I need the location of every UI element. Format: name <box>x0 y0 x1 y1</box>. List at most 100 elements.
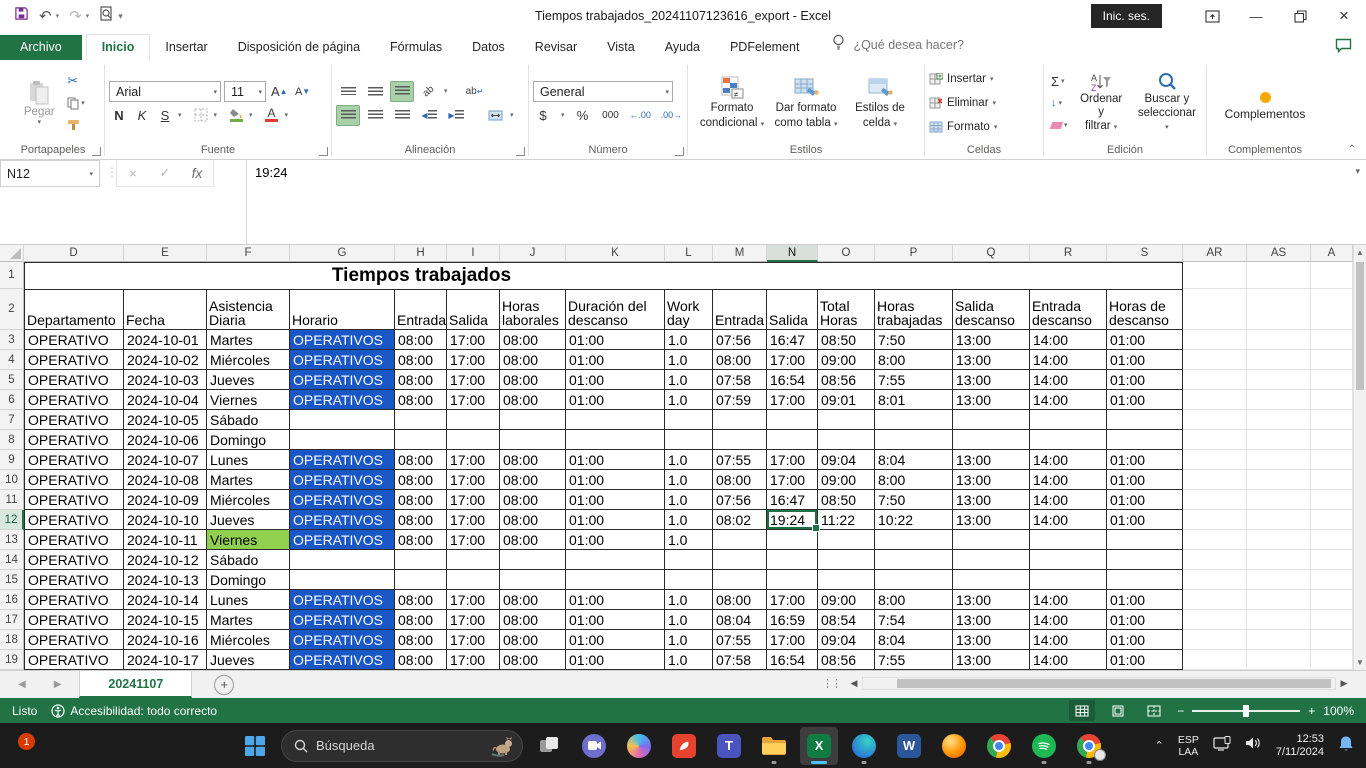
tab-split-handle[interactable]: ⋮⋮ <box>822 678 842 690</box>
cell-E18[interactable]: 2024-10-16 <box>124 630 207 650</box>
cell-J6[interactable]: 08:00 <box>500 390 566 410</box>
cell-N13[interactable] <box>767 530 818 550</box>
cell-N7[interactable] <box>767 410 818 430</box>
cell-R19[interactable]: 14:00 <box>1030 650 1107 670</box>
cell-K14[interactable] <box>566 550 665 570</box>
accounting-dropdown-icon[interactable]: ▾ <box>561 112 565 119</box>
cell-E19[interactable]: 2024-10-17 <box>124 650 207 670</box>
row-header-16[interactable]: 16 <box>0 590 24 610</box>
cell-D10[interactable]: OPERATIVO <box>24 470 124 490</box>
format-as-table-button[interactable]: Dar formato como tabla ▾ <box>769 64 843 142</box>
cell-O17[interactable]: 08:54 <box>818 610 875 630</box>
cell-O13[interactable] <box>818 530 875 550</box>
cell-G12[interactable]: OPERATIVOS <box>290 510 395 530</box>
cell-S13[interactable] <box>1107 530 1183 550</box>
page-layout-view-button[interactable] <box>1105 700 1131 721</box>
cell-P13[interactable] <box>875 530 953 550</box>
font-dialog-launcher[interactable] <box>319 147 328 156</box>
cell-L14[interactable] <box>665 550 713 570</box>
addins-button[interactable]: Complementos <box>1224 106 1306 121</box>
cell-R5[interactable]: 14:00 <box>1030 370 1107 390</box>
cell-L5[interactable]: 1.0 <box>665 370 713 390</box>
cell-E4[interactable]: 2024-10-02 <box>124 350 207 370</box>
cell-D12[interactable]: OPERATIVO <box>24 510 124 530</box>
cell-H9[interactable]: 08:00 <box>395 450 447 470</box>
customize-qat-icon[interactable]: ▾ <box>118 10 123 21</box>
cell-F8[interactable]: Domingo <box>207 430 290 450</box>
cell-H17[interactable]: 08:00 <box>395 610 447 630</box>
cell-M17[interactable]: 08:04 <box>713 610 767 630</box>
cell-K10[interactable]: 01:00 <box>566 470 665 490</box>
formula-input[interactable]: 19:24 ▾ <box>255 165 1360 180</box>
cell-E15[interactable]: 2024-10-13 <box>124 570 207 590</box>
cell-G3[interactable]: OPERATIVOS <box>290 330 395 350</box>
increase-indent-button[interactable]: ▶ <box>444 105 468 126</box>
cell-L6[interactable]: 1.0 <box>665 390 713 410</box>
cell-P12[interactable]: 10:22 <box>875 510 953 530</box>
cell-S19[interactable]: 01:00 <box>1107 650 1183 670</box>
cell-L18[interactable]: 1.0 <box>665 630 713 650</box>
cell-I10[interactable]: 17:00 <box>447 470 500 490</box>
cell-J17[interactable]: 08:00 <box>500 610 566 630</box>
col-header-H[interactable]: H <box>395 245 447 262</box>
hscroll-left-icon[interactable]: ◀ <box>850 678 858 688</box>
cell-D16[interactable]: OPERATIVO <box>24 590 124 610</box>
cell-H14[interactable] <box>395 550 447 570</box>
save-icon[interactable] <box>14 6 29 26</box>
cell-G4[interactable]: OPERATIVOS <box>290 350 395 370</box>
cell-N14[interactable] <box>767 550 818 570</box>
cell-O7[interactable] <box>818 410 875 430</box>
cell-S7[interactable] <box>1107 410 1183 430</box>
align-left-button[interactable] <box>336 104 360 126</box>
fill-color-button[interactable] <box>226 105 246 125</box>
cell-F4[interactable]: Miércoles <box>207 350 290 370</box>
cell-Q15[interactable] <box>953 570 1030 590</box>
cell-J5[interactable]: 08:00 <box>500 370 566 390</box>
cell-J3[interactable]: 08:00 <box>500 330 566 350</box>
number-dialog-launcher[interactable] <box>675 147 684 156</box>
row-header-13[interactable]: 13 <box>0 530 24 550</box>
cell-D6[interactable]: OPERATIVO <box>24 390 124 410</box>
cell-F7[interactable]: Sábado <box>207 410 290 430</box>
cell-J18[interactable]: 08:00 <box>500 630 566 650</box>
spotify-button[interactable] <box>1025 727 1063 765</box>
bold-button[interactable]: N <box>114 107 124 123</box>
cell-G13[interactable]: OPERATIVOS <box>290 530 395 550</box>
tab-pdfelement[interactable]: PDFelement <box>729 40 800 54</box>
col-header-P[interactable]: P <box>875 245 953 262</box>
cell-S3[interactable]: 01:00 <box>1107 330 1183 350</box>
paste-dropdown-icon[interactable]: ▾ <box>37 119 41 126</box>
cell-I6[interactable]: 17:00 <box>447 390 500 410</box>
cell-E6[interactable]: 2024-10-04 <box>124 390 207 410</box>
cell-S9[interactable]: 01:00 <box>1107 450 1183 470</box>
minimize-button[interactable]: — <box>1249 8 1263 24</box>
cell-I5[interactable]: 17:00 <box>447 370 500 390</box>
row-header-17[interactable]: 17 <box>0 610 24 630</box>
accessibility-status[interactable]: Accesibilidad: todo correcto <box>51 704 217 718</box>
cell-Q9[interactable]: 13:00 <box>953 450 1030 470</box>
col-header-AS[interactable]: AS <box>1247 245 1311 262</box>
col-header-M[interactable]: M <box>713 245 767 262</box>
cell-P7[interactable] <box>875 410 953 430</box>
cell-I4[interactable]: 17:00 <box>447 350 500 370</box>
header-cell[interactable]: Salida descanso <box>953 289 1030 330</box>
cell-Q6[interactable]: 13:00 <box>953 390 1030 410</box>
font-name-combo[interactable]: Arial ▾ <box>109 81 221 102</box>
header-cell[interactable]: Salida <box>767 289 818 330</box>
row-header-19[interactable]: 19 <box>0 650 24 670</box>
header-cell[interactable]: Departamento <box>24 289 124 330</box>
new-sheet-button[interactable]: + <box>214 674 235 695</box>
cell-E7[interactable]: 2024-10-05 <box>124 410 207 430</box>
header-cell[interactable]: Duración del descanso <box>566 289 665 330</box>
cell-E14[interactable]: 2024-10-12 <box>124 550 207 570</box>
cell-R18[interactable]: 14:00 <box>1030 630 1107 650</box>
chrome-button[interactable] <box>980 727 1018 765</box>
cell-F5[interactable]: Jueves <box>207 370 290 390</box>
close-button[interactable]: × <box>1339 6 1349 25</box>
cell-P4[interactable]: 8:00 <box>875 350 953 370</box>
cell-I15[interactable] <box>447 570 500 590</box>
cell-D14[interactable]: OPERATIVO <box>24 550 124 570</box>
notification-bell-icon[interactable] <box>1338 735 1354 757</box>
cell-L8[interactable] <box>665 430 713 450</box>
